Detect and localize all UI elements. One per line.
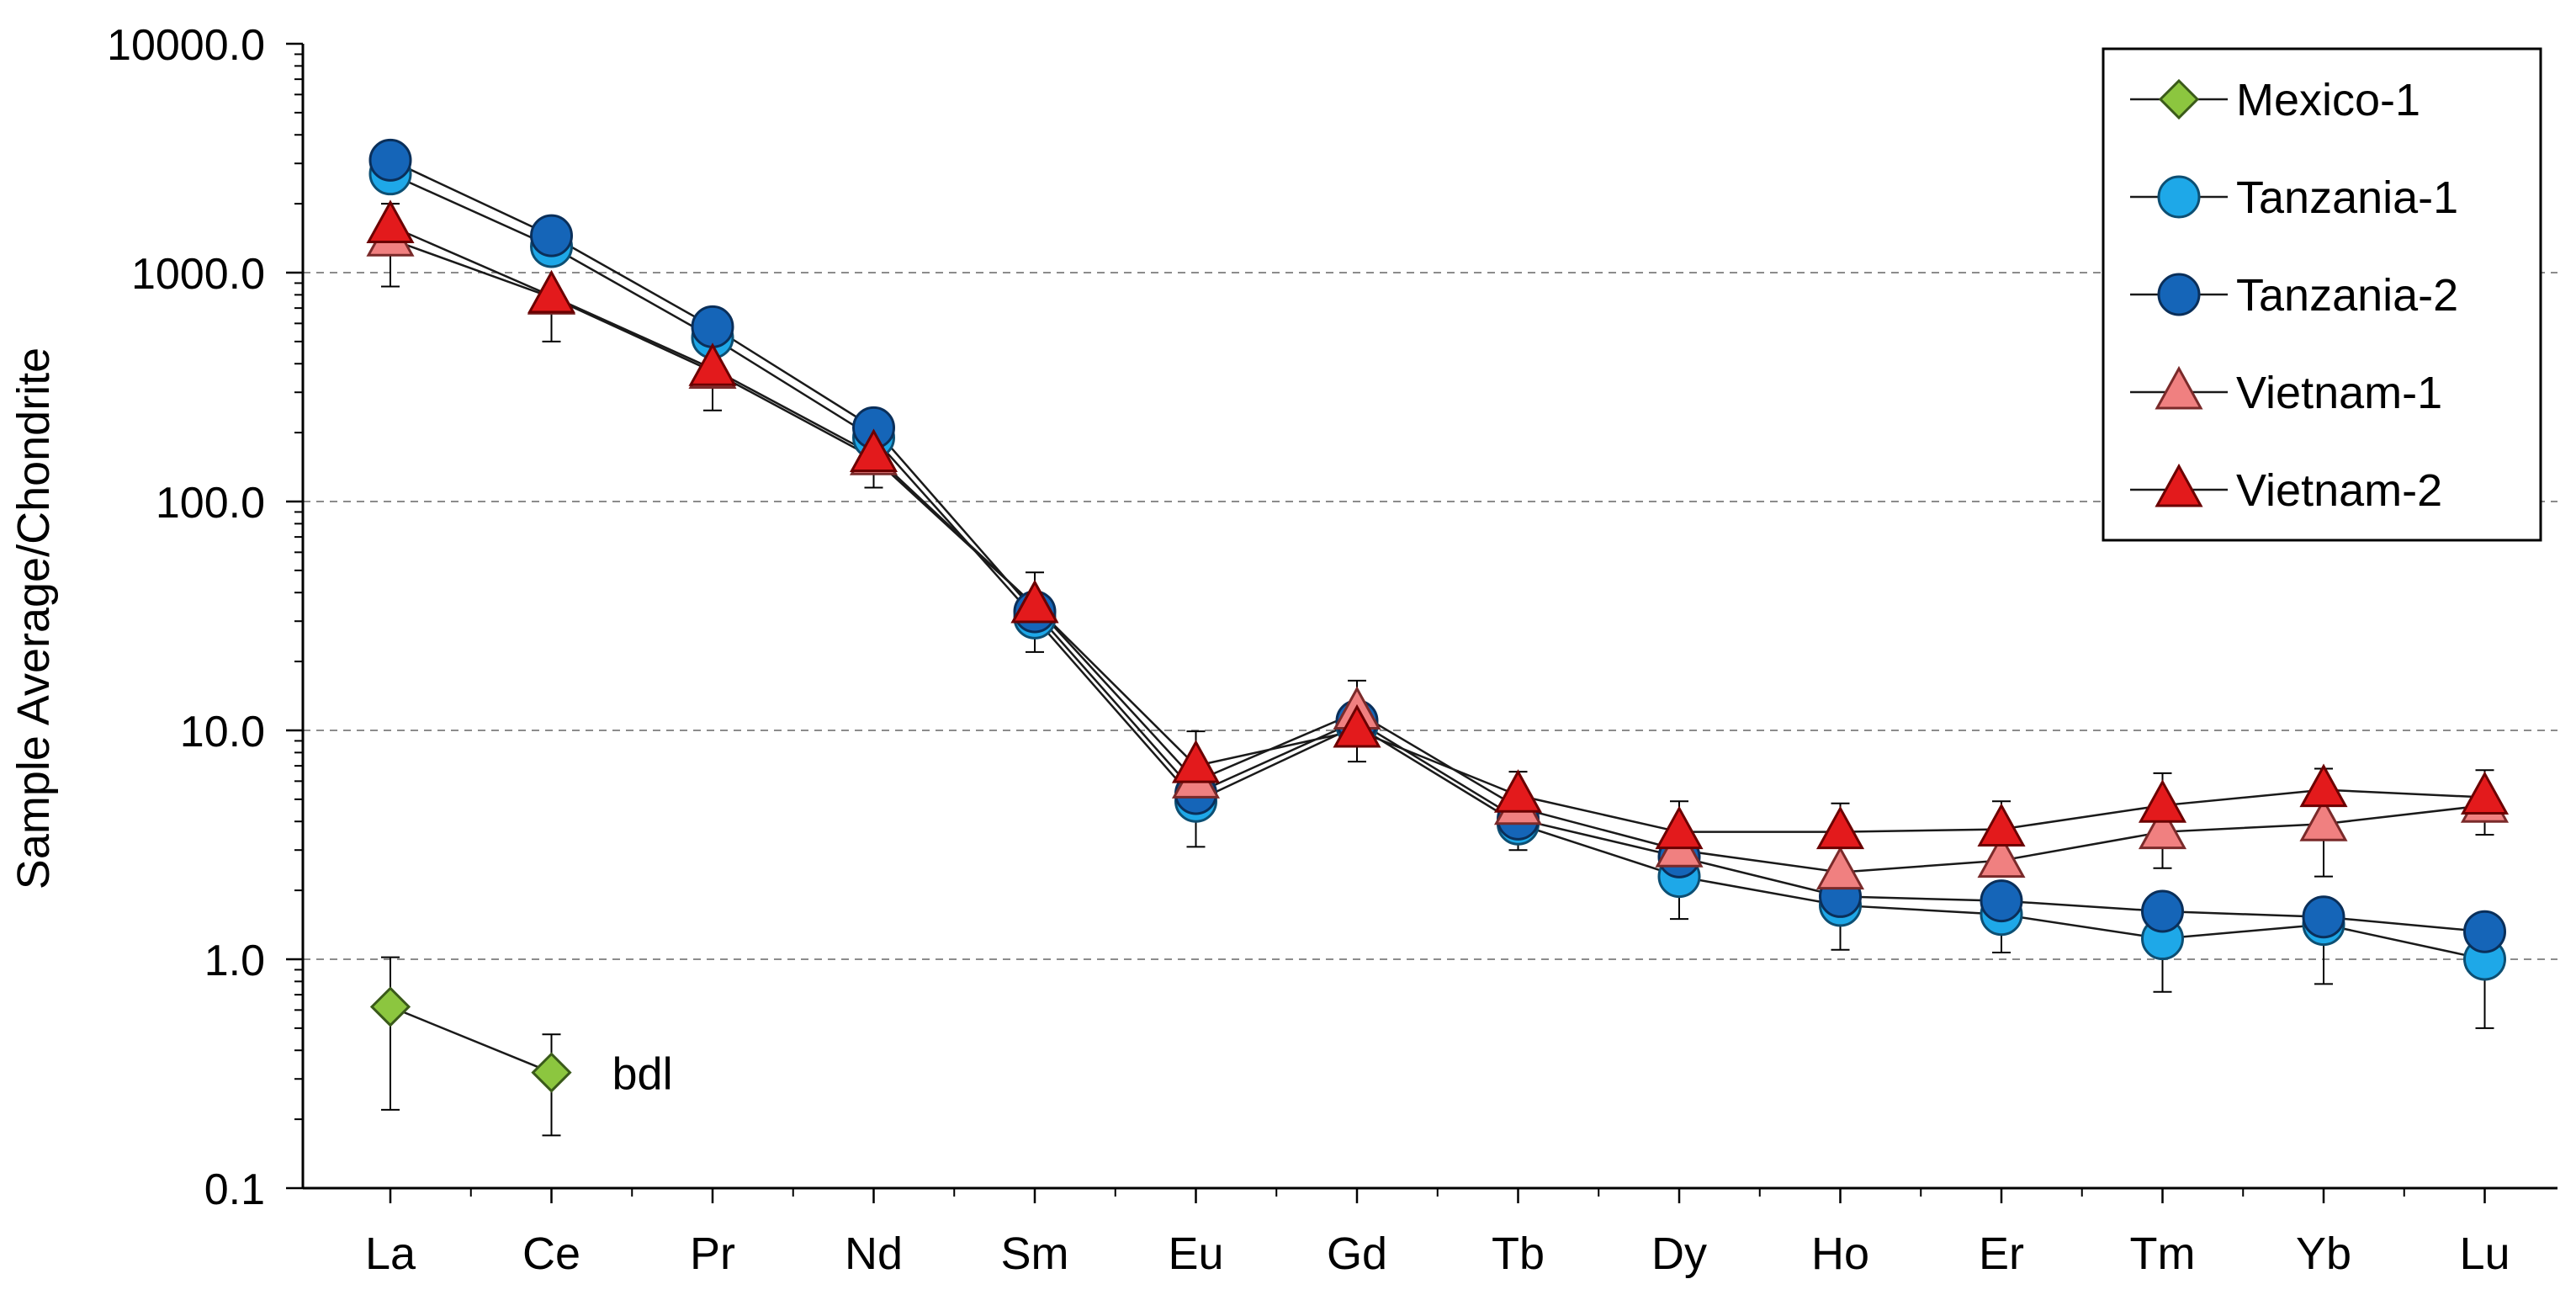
x-tick-label-ho: Ho [1811,1229,1869,1279]
series-line-mexico-1 [390,1006,552,1074]
x-tick-label-tm: Tm [2130,1229,2196,1279]
data-point-vietnam-2-er [1977,803,2026,847]
data-point-vietnam-2-la [366,199,415,243]
data-point-vietnam-2-tb [1493,769,1543,813]
data-point-vietnam-2-dy [1655,805,1704,850]
data-point-vietnam-2-tm [2138,779,2187,823]
data-point-tanzania-2-yb [2302,895,2345,939]
x-tick-label-eu: Eu [1168,1229,1223,1279]
legend-label-tanzania-1: Tanzania-1 [2236,172,2458,223]
annotations: bdl [612,1049,673,1100]
legend-marker-vietnam-1 [2155,365,2203,410]
data-point-mexico-1-la [369,986,411,1027]
x-tick-label-la: La [365,1229,416,1279]
data-point-tanzania-2-er [1980,879,2023,923]
legend: Mexico-1 Tanzania-1 Tanzania-2 Vietnam-1 Vie… [2102,47,2542,542]
x-tick-label-ce: Ce [522,1229,580,1279]
data-point-tanzania-2-pr [691,305,734,348]
data-point-vietnam-2-ce [527,269,576,314]
annotation-bdl: bdl [612,1049,673,1100]
y-tick-label: 100.0 [156,479,265,528]
x-tick-label-sm: Sm [1001,1229,1069,1279]
legend-marker-mexico-1 [2158,78,2200,120]
data-point-tanzania-2-lu [2463,910,2506,953]
series-line-tanzania-2 [390,159,2485,933]
data-point-tanzania-2-ce [530,214,573,257]
axes: 10000.0 1000.0 100.0 10.0 1.0 0.1 La Ce Pr Nd Sm Eu… [107,21,2557,1279]
data-point-vietnam-1-tm [2138,805,2187,850]
x-tick-label-yb: Yb [2296,1229,2351,1279]
data-point-vietnam-2-sm [1010,579,1059,624]
data-point-vietnam-1-er [1977,834,2026,878]
series-line-vietnam-1 [390,238,2485,873]
legend-label-vietnam-1: Vietnam-1 [2236,368,2442,418]
series-lines [390,159,2485,1074]
y-tick-label: 1000.0 [131,250,265,299]
x-tick-label-pr: Pr [690,1229,735,1279]
legend-marker-tanzania-1 [2157,175,2201,219]
y-axis-label: Sample Average/Chondrite [8,348,59,889]
legend-marker-tanzania-2 [2157,273,2201,316]
data-point-tanzania-2-tm [2141,889,2184,933]
legend-label-tanzania-2: Tanzania-2 [2236,270,2458,321]
data-point-vietnam-2-ho [1815,805,1865,850]
legend-label-vietnam-2: Vietnam-2 [2236,465,2442,516]
data-point-vietnam-2-pr [688,342,737,386]
data-point-vietnam-2-nd [849,428,898,472]
data-point-vietnam-2-lu [2460,771,2510,815]
x-tick-label-tb: Tb [1492,1229,1545,1279]
series-line-vietnam-2 [390,225,2485,833]
data-point-tanzania-2-la [368,138,412,182]
data-point-vietnam-2-gd [1333,703,1381,748]
x-tick-label-nd: Nd [845,1229,903,1279]
y-tick-label: 10000.0 [107,21,265,70]
legend-marker-vietnam-2 [2155,463,2203,507]
data-point-mexico-1-ce [531,1052,572,1093]
x-tick-label-dy: Dy [1651,1229,1707,1279]
y-tick-label: 10.0 [180,708,265,756]
legend-label-mexico-1: Mexico-1 [2236,75,2420,125]
data-point-vietnam-2-yb [2299,763,2348,808]
y-tick-label: 0.1 [204,1165,265,1214]
series-markers [366,138,2510,1093]
data-point-vietnam-1-yb [2299,798,2348,841]
data-point-vietnam-1-ho [1815,846,1865,890]
y-tick-label: 1.0 [204,937,265,985]
x-tick-label-gd: Gd [1327,1229,1387,1279]
x-tick-label-lu: Lu [2459,1229,2510,1279]
data-point-vietnam-2-eu [1171,740,1221,783]
series-line-tanzania-1 [390,172,2485,961]
x-tick-label-er: Er [1979,1229,2024,1279]
